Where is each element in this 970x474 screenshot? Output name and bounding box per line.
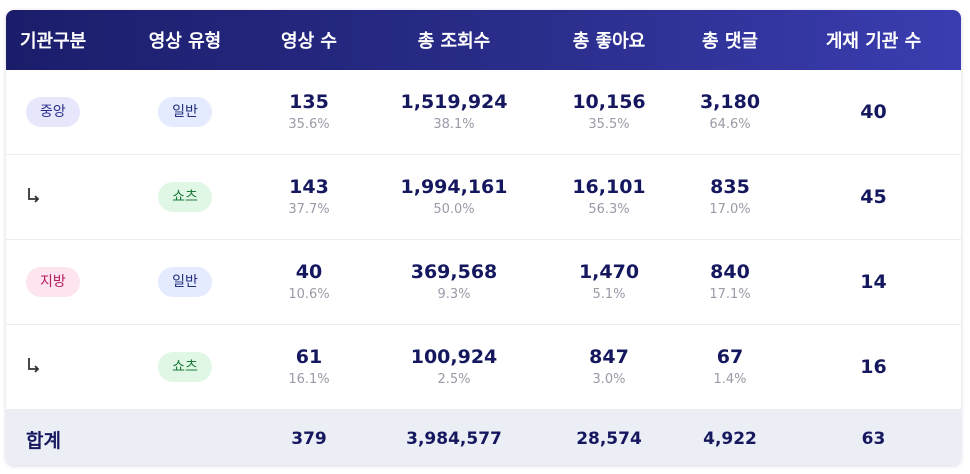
views-percent: 9.3% xyxy=(437,287,471,302)
org-count: 40 xyxy=(860,101,887,123)
views-cell: 1,994,161 50.0% xyxy=(364,175,544,219)
total-videos-cell: 379 xyxy=(254,429,364,449)
org-count-cell: 45 xyxy=(786,185,961,209)
views-percent: 50.0% xyxy=(433,202,475,217)
views-percent: 2.5% xyxy=(437,372,471,387)
video-count-percent: 35.6% xyxy=(288,117,330,132)
sub-row-arrow-icon xyxy=(26,186,42,204)
total-label: 합계 xyxy=(26,429,61,452)
stats-table: 기관구분 영상 유형 영상 수 총 조회수 총 좋아요 총 댓글 게재 기관 수… xyxy=(6,10,961,465)
org-count-cell: 14 xyxy=(786,270,961,294)
type-cell: 쇼츠 xyxy=(116,182,254,212)
likes-percent: 3.0% xyxy=(592,372,626,387)
likes-cell: 10,156 35.5% xyxy=(544,90,674,134)
total-likes: 10,156 xyxy=(572,91,646,113)
likes-cell: 16,101 56.3% xyxy=(544,175,674,219)
video-count-cell: 40 10.6% xyxy=(254,260,364,304)
total-likes: 16,101 xyxy=(572,176,646,198)
video-count: 135 xyxy=(289,91,329,113)
total-likes-sum: 28,574 xyxy=(576,429,642,449)
likes-cell: 1,470 5.1% xyxy=(544,260,674,304)
total-label-cell: 합계 xyxy=(6,426,116,453)
video-count-percent: 10.6% xyxy=(288,287,330,302)
total-comments-cell: 4,922 xyxy=(674,429,786,449)
org-count-cell: 16 xyxy=(786,355,961,379)
total-likes: 1,470 xyxy=(578,261,640,283)
video-type-badge: 쇼츠 xyxy=(158,182,212,212)
org-count: 16 xyxy=(860,356,887,378)
type-cell: 일반 xyxy=(116,267,254,297)
video-count-cell: 143 37.7% xyxy=(254,175,364,219)
comments-percent: 1.4% xyxy=(713,372,747,387)
total-org-count: 63 xyxy=(861,429,886,449)
comments-percent: 64.6% xyxy=(709,117,751,132)
total-views-cell: 3,984,577 xyxy=(364,429,544,449)
total-views: 1,994,161 xyxy=(400,176,508,198)
total-views: 369,568 xyxy=(410,261,498,283)
video-count-percent: 16.1% xyxy=(288,372,330,387)
video-type-badge: 일반 xyxy=(158,267,212,297)
views-percent: 38.1% xyxy=(433,117,475,132)
video-count: 40 xyxy=(295,261,323,283)
header-total-views: 총 조회수 xyxy=(417,31,491,52)
video-type-badge: 일반 xyxy=(158,97,212,127)
type-cell: 쇼츠 xyxy=(116,352,254,382)
total-likes: 847 xyxy=(589,346,629,368)
video-count-cell: 135 35.6% xyxy=(254,90,364,134)
institution-cell xyxy=(6,186,116,208)
header-total-likes: 총 좋아요 xyxy=(572,31,646,52)
total-comments: 67 xyxy=(716,346,744,368)
total-views: 100,924 xyxy=(410,346,498,368)
views-cell: 1,519,924 38.1% xyxy=(364,90,544,134)
institution-badge: 중앙 xyxy=(26,97,80,127)
comments-percent: 17.0% xyxy=(709,202,751,217)
table-header: 기관구분 영상 유형 영상 수 총 조회수 총 좋아요 총 댓글 게재 기관 수 xyxy=(6,10,961,70)
video-count-percent: 37.7% xyxy=(288,202,330,217)
total-video-count: 379 xyxy=(291,429,327,449)
institution-cell: 지방 xyxy=(6,267,116,297)
institution-badge: 지방 xyxy=(26,267,80,297)
institution-cell: 중앙 xyxy=(6,97,116,127)
table-row: 쇼츠 61 16.1% 100,924 2.5% 847 3.0% 67 1.4… xyxy=(6,325,961,410)
org-count-cell: 40 xyxy=(786,100,961,124)
total-comments-sum: 4,922 xyxy=(703,429,757,449)
likes-percent: 56.3% xyxy=(588,202,630,217)
likes-cell: 847 3.0% xyxy=(544,345,674,389)
video-count: 61 xyxy=(295,346,323,368)
total-likes-cell: 28,574 xyxy=(544,429,674,449)
total-comments: 835 xyxy=(710,176,750,198)
table-row: 중앙 일반 135 35.6% 1,519,924 38.1% 10,156 3… xyxy=(6,70,961,155)
header-video-type: 영상 유형 xyxy=(148,31,222,52)
comments-cell: 840 17.1% xyxy=(674,260,786,304)
comments-cell: 835 17.0% xyxy=(674,175,786,219)
org-count: 14 xyxy=(860,271,887,293)
institution-cell xyxy=(6,356,116,378)
table-row: 지방 일반 40 10.6% 369,568 9.3% 1,470 5.1% 8… xyxy=(6,240,961,325)
total-comments: 840 xyxy=(710,261,750,283)
comments-cell: 67 1.4% xyxy=(674,345,786,389)
video-count: 143 xyxy=(289,176,329,198)
comments-cell: 3,180 64.6% xyxy=(674,90,786,134)
likes-percent: 5.1% xyxy=(592,287,626,302)
total-comments: 3,180 xyxy=(699,91,761,113)
total-orgs-cell: 63 xyxy=(786,429,961,449)
total-row: 합계 379 3,984,577 28,574 4,922 63 xyxy=(6,410,961,465)
header-institution: 기관구분 xyxy=(20,31,87,52)
total-views-sum: 3,984,577 xyxy=(406,429,502,449)
type-cell: 일반 xyxy=(116,97,254,127)
sub-row-arrow-icon xyxy=(26,356,42,374)
video-count-cell: 61 16.1% xyxy=(254,345,364,389)
header-video-count: 영상 수 xyxy=(281,31,337,52)
views-cell: 369,568 9.3% xyxy=(364,260,544,304)
org-count: 45 xyxy=(860,186,887,208)
views-cell: 100,924 2.5% xyxy=(364,345,544,389)
total-views: 1,519,924 xyxy=(400,91,508,113)
video-type-badge: 쇼츠 xyxy=(158,352,212,382)
comments-percent: 17.1% xyxy=(709,287,751,302)
likes-percent: 35.5% xyxy=(588,117,630,132)
header-org-count: 게재 기관 수 xyxy=(825,31,922,52)
table-row: 쇼츠 143 37.7% 1,994,161 50.0% 16,101 56.3… xyxy=(6,155,961,240)
header-total-comments: 총 댓글 xyxy=(702,31,758,52)
